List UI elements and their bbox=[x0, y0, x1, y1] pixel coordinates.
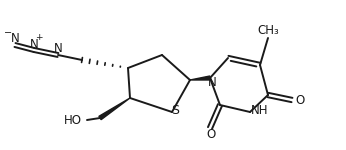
Text: CH₃: CH₃ bbox=[257, 24, 279, 38]
Text: +: + bbox=[35, 33, 43, 42]
Text: NH: NH bbox=[251, 105, 269, 117]
Polygon shape bbox=[190, 76, 210, 80]
Polygon shape bbox=[99, 98, 130, 120]
Text: O: O bbox=[295, 93, 304, 106]
Text: HO: HO bbox=[64, 114, 82, 126]
Text: −: − bbox=[4, 28, 12, 38]
Text: S: S bbox=[171, 105, 179, 117]
Text: N: N bbox=[208, 76, 216, 90]
Text: N: N bbox=[11, 33, 19, 45]
Text: N: N bbox=[30, 38, 38, 51]
Text: O: O bbox=[206, 128, 216, 141]
Text: N: N bbox=[54, 42, 62, 56]
